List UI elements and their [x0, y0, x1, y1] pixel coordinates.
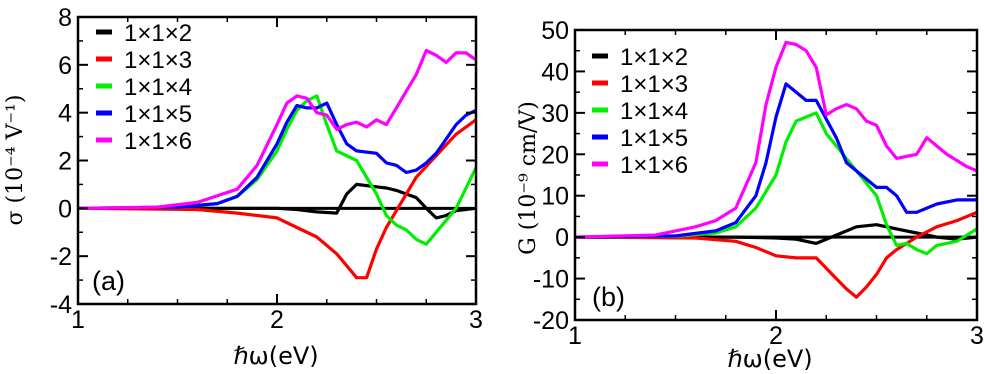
y-tick-label: -2	[50, 243, 72, 271]
series-line-5	[78, 101, 476, 210]
legend-label: 1×1×3	[620, 71, 688, 98]
legend-label: 1×1×3	[124, 47, 192, 74]
x-tick-label: 1	[568, 322, 582, 350]
y-tick-label: 30	[541, 100, 569, 128]
legend-label: 1×1×2	[124, 20, 192, 47]
y-tick-label: 0	[555, 224, 569, 252]
chart-panel-b: -20 -10 0 10 20 30 40 50 1 2 3 ℏω(eV) G (10⁻⁹ cm/V) (…	[516, 17, 984, 373]
y-tick-label: 6	[58, 52, 72, 80]
y-tick-label: 8	[58, 4, 72, 32]
y-tick-label: 10	[541, 183, 569, 211]
x-axis-label: ℏω(eV)	[233, 342, 318, 370]
series-line-2	[575, 223, 977, 245]
panel-label: (b)	[592, 282, 625, 312]
y-tick-label: -4	[50, 291, 72, 319]
series-line-4	[575, 111, 977, 256]
series-line-3	[575, 210, 977, 299]
legend-label: 1×1×6	[124, 128, 192, 155]
legend-label: 1×1×5	[124, 101, 192, 128]
y-tick-label: 40	[541, 58, 569, 86]
y-axis-label: σ (10⁻⁴ V⁻¹)	[3, 95, 28, 226]
legend: 1×1×21×1×31×1×41×1×51×1×6	[592, 44, 688, 179]
y-tick-label: 20	[541, 141, 569, 169]
series-line-6	[575, 40, 977, 239]
y-tick-label: 0	[58, 195, 72, 223]
series-line-5	[575, 82, 977, 239]
x-tick-label: 2	[769, 322, 783, 350]
y-tick-label: 2	[58, 148, 72, 176]
x-tick-label: 2	[270, 306, 284, 334]
y-tick-label: -10	[533, 266, 569, 294]
legend-label: 1×1×6	[620, 152, 688, 179]
x-tick-label: 3	[469, 306, 483, 334]
x-tick-label: 1	[71, 306, 85, 334]
y-tick-label: 50	[541, 17, 569, 45]
y-tick-label: -20	[533, 307, 569, 335]
y-axis-label: G (10⁻⁹ cm/V)	[516, 101, 541, 255]
x-tick-label: 3	[970, 322, 984, 350]
legend-label: 1×1×5	[620, 125, 688, 152]
panel-label: (a)	[92, 266, 125, 296]
x-axis-label: ℏω(eV)	[727, 345, 812, 373]
legend-label: 1×1×4	[124, 74, 192, 101]
legend-label: 1×1×4	[620, 98, 688, 125]
legend-label: 1×1×2	[620, 44, 688, 71]
series-line-6	[78, 48, 476, 210]
series-line-2	[78, 182, 476, 220]
series-line-3	[78, 118, 476, 280]
y-tick-label: 4	[58, 100, 72, 128]
legend: 1×1×21×1×31×1×41×1×51×1×6	[96, 20, 192, 155]
